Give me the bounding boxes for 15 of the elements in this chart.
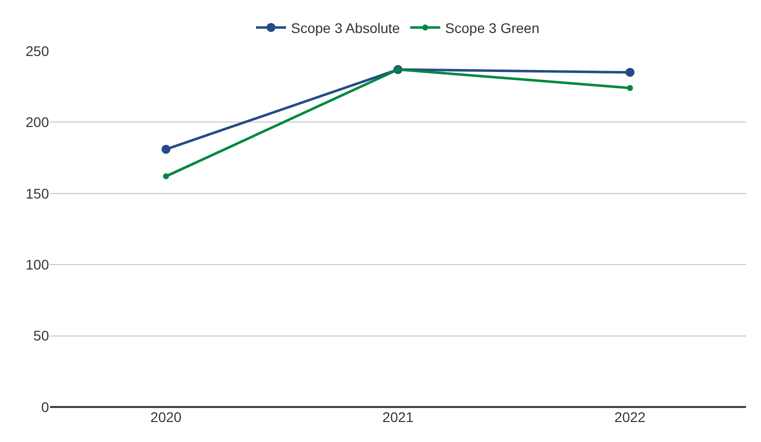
x-tick-label: 2021 (382, 409, 414, 425)
point (163, 173, 169, 180)
y-tick-label: 0 (41, 398, 50, 415)
x-tick-label: 2020 (150, 409, 182, 425)
y-tick-label: 100 (26, 256, 50, 272)
y-tick-label: 250 (26, 42, 50, 59)
y-tick-label: 200 (26, 114, 50, 130)
x-tick-label: 2022 (614, 409, 646, 425)
y-tick-label: 50 (33, 328, 50, 344)
y-tick-label: 150 (26, 185, 50, 202)
point (626, 68, 634, 77)
legend-label: Scope 3 Green (445, 20, 540, 36)
legend-label: Scope 3 Absolute (291, 20, 400, 36)
point (162, 144, 170, 154)
point (627, 85, 633, 92)
